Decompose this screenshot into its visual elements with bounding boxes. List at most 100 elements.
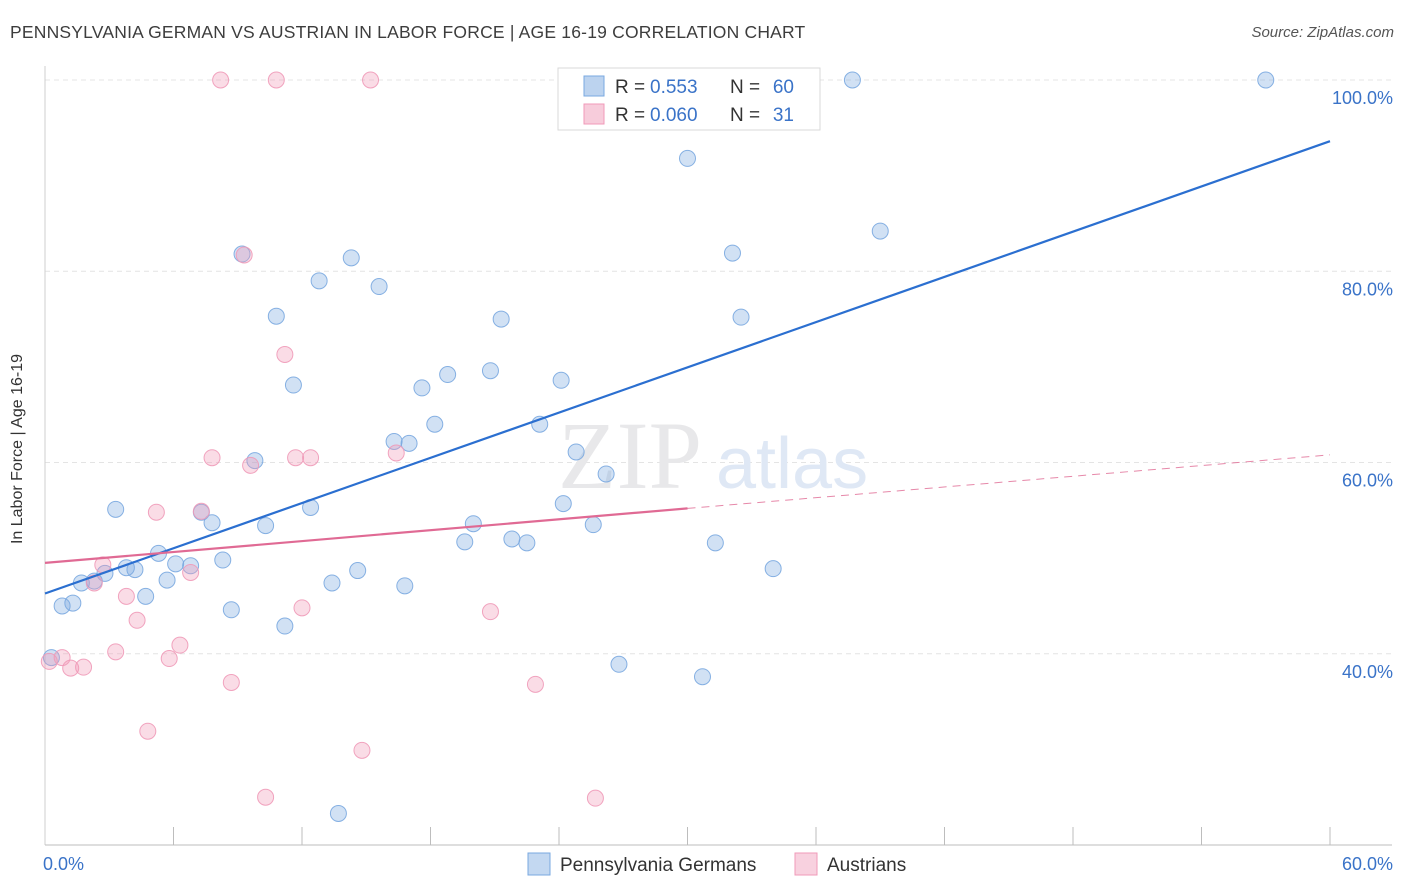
data-point: [117, 587, 135, 605]
data-point: [85, 574, 103, 592]
series-austrians: [40, 71, 604, 807]
data-point: [242, 456, 260, 474]
y-tick-label: 60.0%: [1342, 471, 1393, 491]
data-point: [503, 530, 521, 548]
trend-lines: [44, 140, 1331, 595]
data-point: [158, 571, 176, 589]
data-point: [257, 788, 275, 806]
trend-line-austrians: [44, 507, 688, 565]
data-point: [396, 577, 414, 595]
data-point: [267, 307, 285, 325]
data-point: [182, 557, 200, 575]
legend-label[interactable]: Pennsylvania Germans: [560, 855, 756, 876]
watermark-atlas: atlas: [716, 424, 868, 504]
data-point: [222, 673, 240, 691]
data-point: [137, 587, 155, 605]
data-point: [257, 517, 275, 535]
data-point: [342, 249, 360, 267]
stats-r-value: 0.060: [650, 105, 698, 126]
y-tick-label: 40.0%: [1342, 662, 1393, 682]
data-point: [147, 503, 165, 521]
data-point: [426, 415, 444, 433]
data-point: [481, 603, 499, 621]
data-point: [552, 371, 570, 389]
data-point: [526, 675, 544, 693]
trend-line-pennsylvania-germans: [44, 140, 1331, 595]
data-point: [362, 71, 380, 89]
data-point: [75, 658, 93, 676]
data-point: [464, 515, 482, 533]
data-point: [400, 434, 418, 452]
source-credit: Source: ZipAtlas.com: [1251, 24, 1394, 41]
gridlines: [45, 79, 1392, 655]
stats-r-label: R =: [615, 77, 645, 98]
data-point: [693, 668, 711, 686]
data-point: [214, 551, 232, 569]
legend-swatch: [794, 852, 818, 876]
stats-n-value: 31: [773, 105, 794, 126]
data-point: [1257, 71, 1275, 89]
data-point: [139, 722, 157, 740]
legend-label[interactable]: Austrians: [827, 855, 906, 876]
tick-labels: 40.0% 60.0% 80.0% 100.0% 0.0% 60.0%: [43, 88, 1393, 874]
watermark-zip: ZIP: [558, 402, 702, 509]
data-point: [235, 246, 253, 264]
data-point: [310, 272, 328, 290]
y-tick-label: 100.0%: [1332, 88, 1393, 108]
data-point: [293, 599, 311, 617]
data-point: [182, 563, 200, 581]
data-point: [302, 449, 320, 467]
data-point: [586, 789, 604, 807]
stats-n-label: N =: [730, 105, 760, 126]
data-point: [212, 71, 230, 89]
data-point: [160, 650, 178, 668]
data-point: [679, 149, 696, 167]
data-point: [276, 617, 294, 635]
data-point: [222, 601, 240, 619]
series-pennsylvania-germans: [42, 71, 1275, 822]
data-point: [128, 611, 146, 629]
data-point: [203, 449, 221, 467]
stats-n-value: 60: [773, 77, 794, 98]
axes: [44, 66, 1392, 846]
data-point: [323, 574, 341, 592]
data-point: [518, 534, 536, 552]
data-point: [203, 514, 221, 532]
legend: Pennsylvania Germans Austrians: [527, 852, 906, 876]
data-point: [597, 465, 615, 483]
data-point: [267, 71, 285, 89]
data-point: [492, 310, 510, 328]
data-point: [610, 655, 628, 673]
data-point: [413, 379, 431, 397]
data-point: [107, 500, 125, 518]
data-point: [353, 741, 371, 759]
x-tick-label-max: 60.0%: [1342, 854, 1393, 874]
stats-box: R = 0.553 N = 60 R = 0.060 N = 31: [557, 67, 821, 131]
stats-n-label: N =: [730, 77, 760, 98]
data-point: [53, 597, 71, 615]
data-point: [456, 533, 474, 551]
trend-line-austrians-extension: [687, 454, 1331, 509]
y-tick-label: 80.0%: [1342, 279, 1393, 299]
data-point: [439, 366, 457, 384]
data-point: [287, 449, 305, 467]
data-point: [723, 244, 741, 262]
stats-swatch: [583, 103, 605, 125]
x-tick-label-min: 0.0%: [43, 854, 84, 874]
data-point: [349, 562, 367, 580]
data-point: [62, 659, 80, 677]
stats-r-label: R =: [615, 105, 645, 126]
data-point: [284, 376, 302, 394]
data-point: [764, 560, 782, 578]
data-point: [171, 636, 189, 654]
data-point: [554, 495, 572, 513]
chart-title: PENNSYLVANIA GERMAN VS AUSTRIAN IN LABOR…: [10, 22, 806, 42]
data-point: [871, 222, 889, 240]
data-point: [370, 278, 388, 296]
data-point: [706, 534, 724, 552]
data-point: [329, 804, 347, 822]
data-point: [64, 594, 82, 612]
data-point: [732, 308, 750, 326]
data-point: [567, 443, 585, 461]
